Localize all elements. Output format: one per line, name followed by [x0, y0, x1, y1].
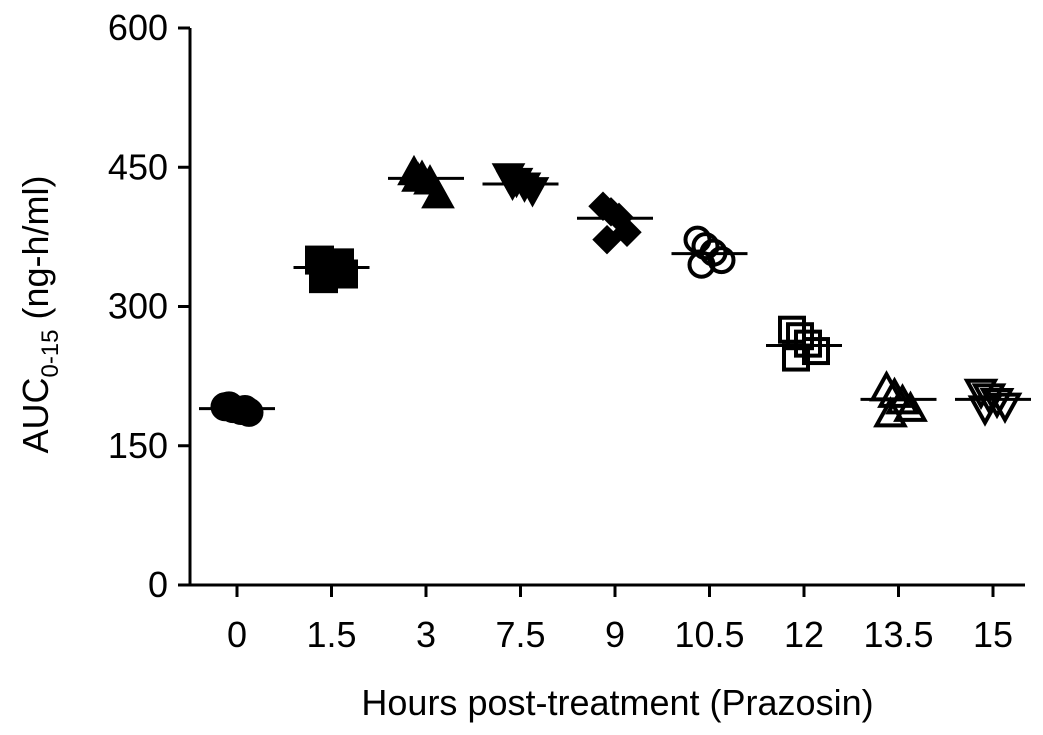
square-marker	[786, 322, 814, 351]
data-group	[199, 391, 275, 427]
diamond-marker	[592, 224, 622, 255]
data-group	[671, 225, 748, 279]
x-axis-title: Hours post-treatment (Prazosin)	[361, 682, 873, 723]
y-tick-label: 300	[108, 286, 168, 327]
circle-marker	[691, 232, 720, 261]
data-group	[766, 315, 842, 372]
data-group	[955, 378, 1031, 427]
x-axis-ticks: 0 1.5 3 7.5 9 10.5 12 13.5 15	[227, 585, 1013, 655]
x-tick-label: 13.5	[863, 614, 933, 655]
y-tick-label: 450	[108, 146, 168, 187]
triangle-down-marker	[979, 387, 1015, 420]
y-axis-title-subscript: 0-15	[37, 329, 64, 377]
data-group	[482, 163, 559, 208]
triangle-up-marker	[873, 396, 908, 428]
x-tick-label: 10.5	[674, 614, 744, 655]
x-tick-label: 0	[227, 614, 247, 655]
y-axis-ticks: 0 150 300 450 600	[108, 7, 190, 605]
x-tick-label: 15	[973, 614, 1013, 655]
y-tick-label: 0	[148, 564, 168, 605]
square-marker	[325, 248, 354, 278]
x-tick-label: 12	[784, 614, 824, 655]
y-tick-label: 600	[108, 7, 168, 48]
square-marker	[802, 337, 830, 366]
triangle-down-marker	[495, 170, 530, 201]
y-axis-title: AUC0-15 (ng-h/ml)	[15, 175, 64, 453]
triangle-up-marker	[421, 178, 455, 209]
data-group	[388, 154, 464, 209]
y-axis-title-units: (ng-h/ml)	[15, 175, 56, 329]
circle-marker	[707, 246, 736, 275]
triangle-up-marker	[893, 390, 928, 422]
triangle-up-marker	[401, 161, 435, 192]
data-group	[293, 245, 370, 294]
x-tick-label: 3	[416, 614, 436, 655]
triangle-down-marker	[967, 395, 1003, 427]
x-tick-label: 7.5	[495, 614, 545, 655]
triangle-down-marker	[987, 392, 1023, 424]
y-tick-label: 150	[108, 425, 168, 466]
x-tick-label: 1.5	[306, 614, 356, 655]
plot-area	[199, 154, 1031, 428]
data-group	[860, 370, 937, 428]
x-tick-label: 9	[605, 614, 625, 655]
data-group	[577, 191, 653, 255]
y-axis-title-main: AUC	[15, 378, 56, 454]
